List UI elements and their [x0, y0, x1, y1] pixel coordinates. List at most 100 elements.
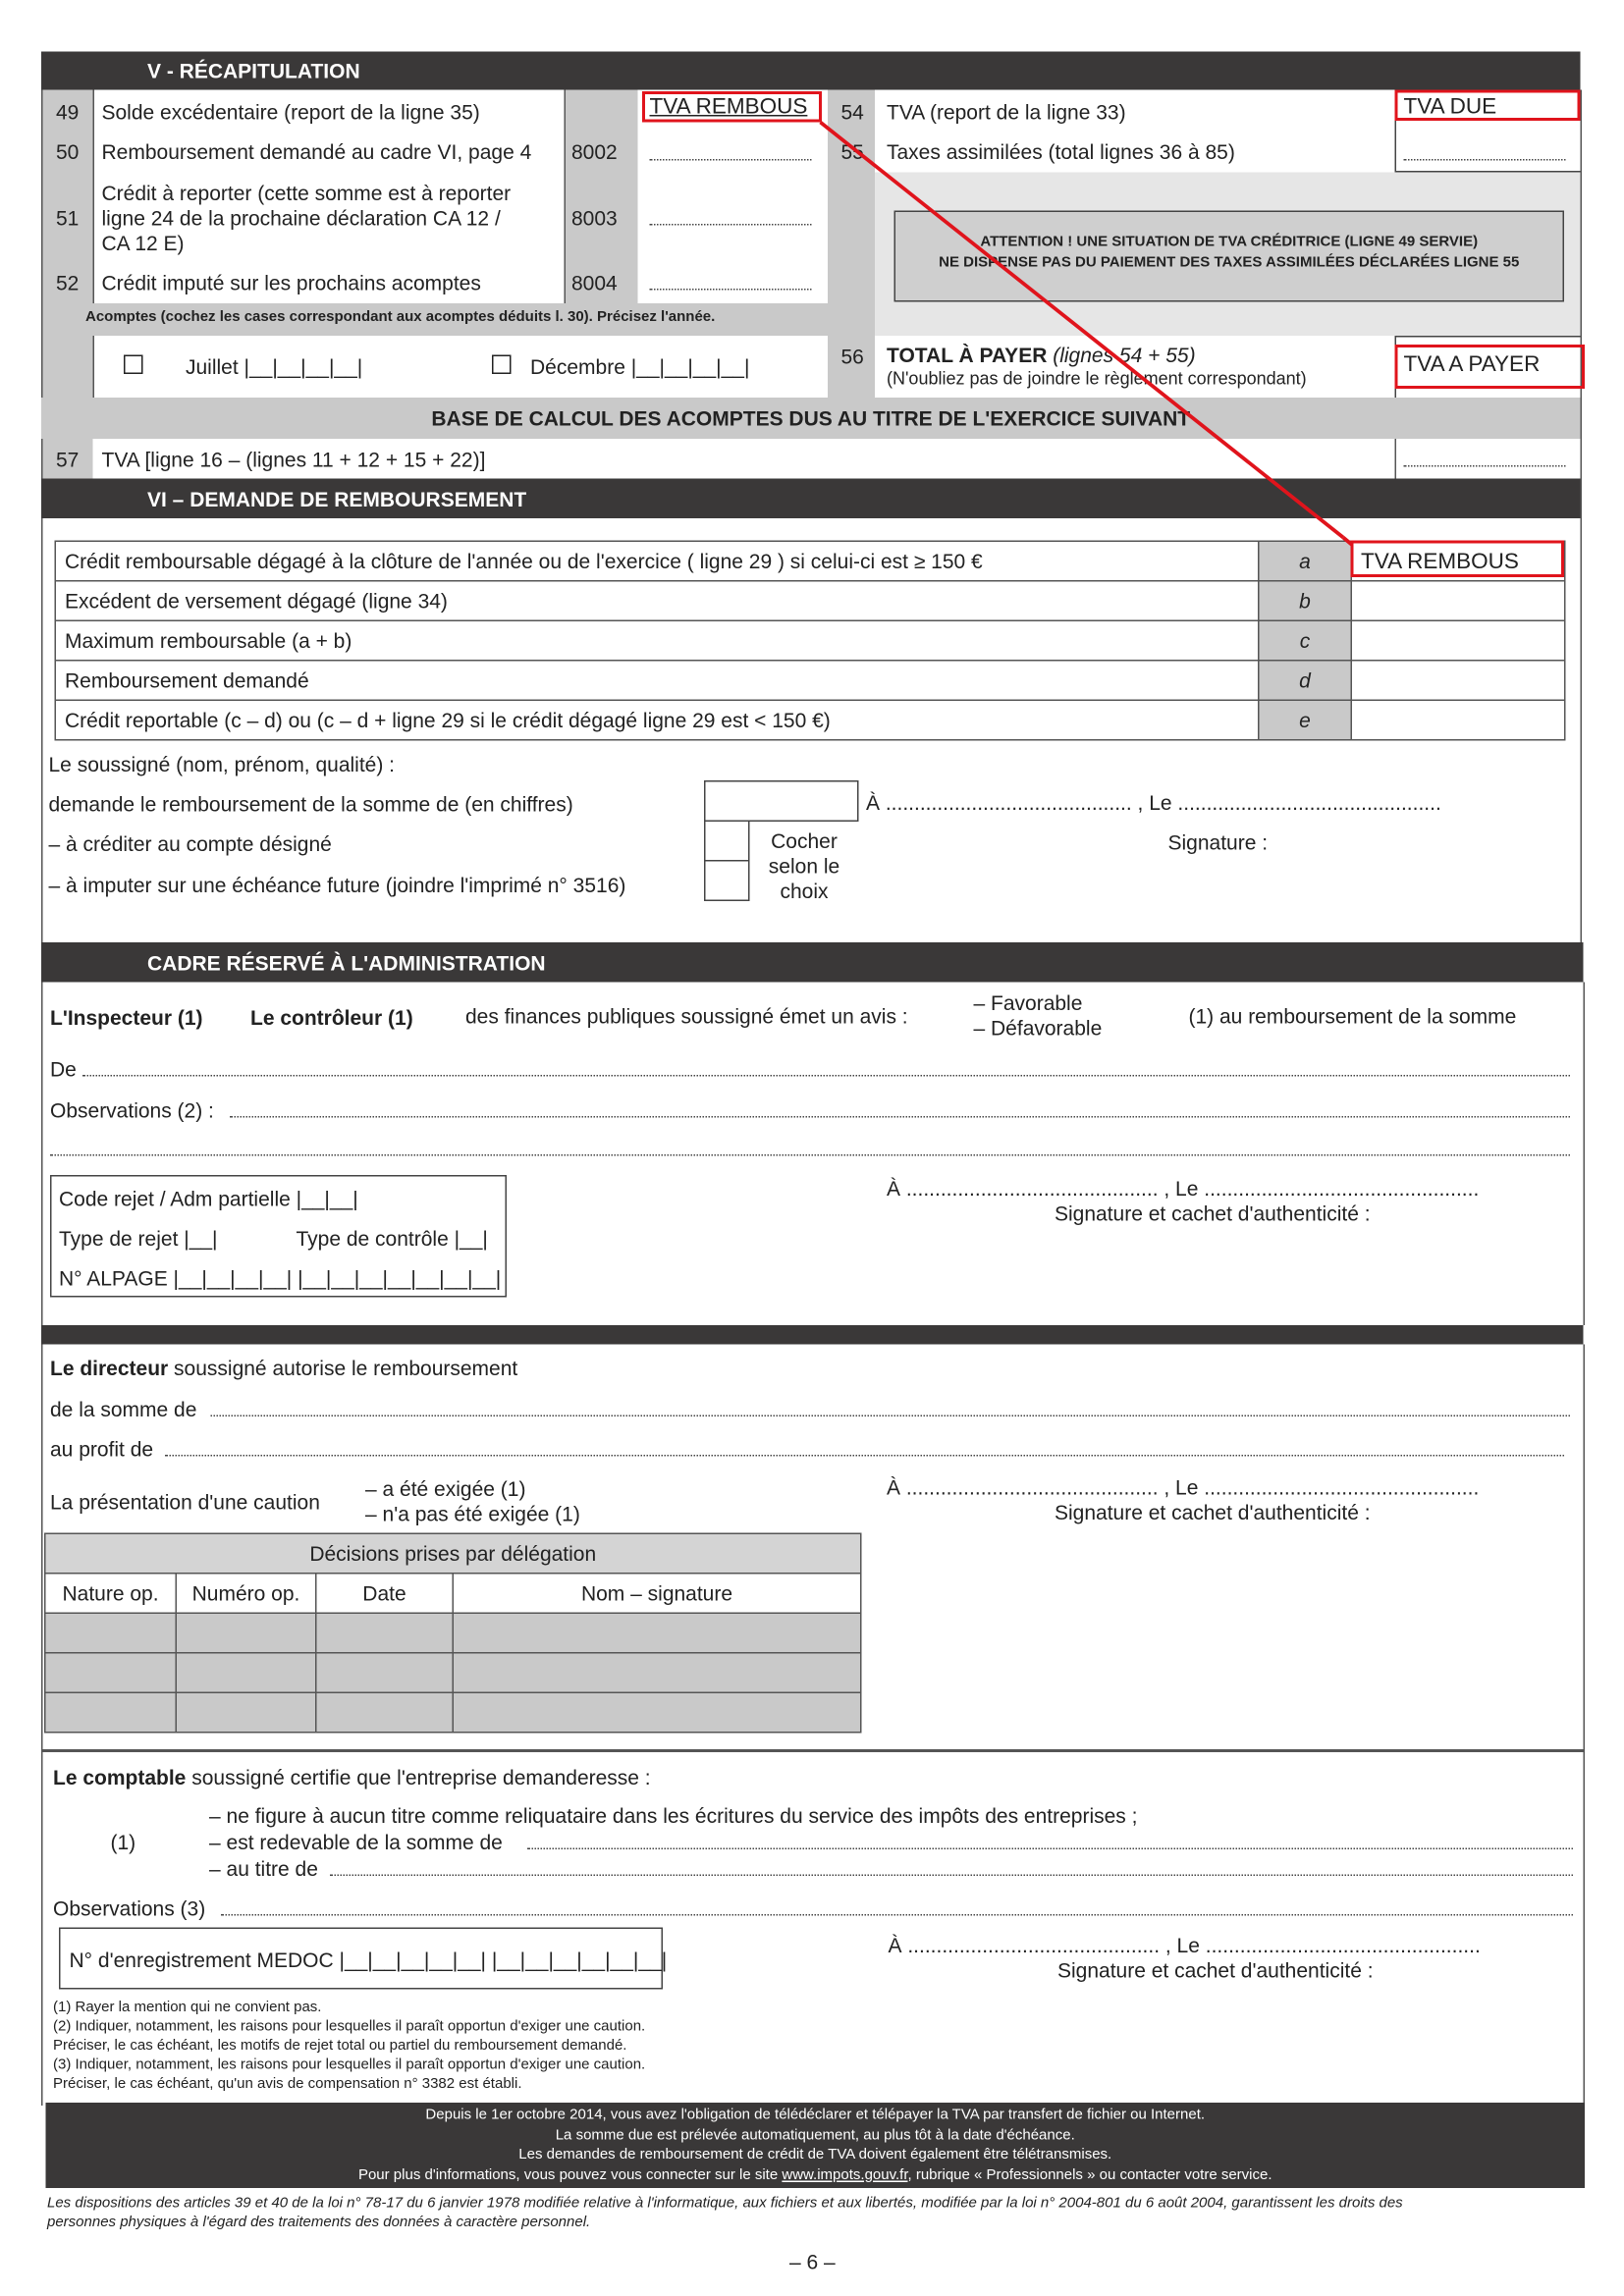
somme-input[interactable]: [704, 780, 859, 822]
alpage-field[interactable]: N° ALPAGE |__|__|__|__| |__|__|__|__|__|…: [59, 1266, 502, 1290]
decembre-field[interactable]: Décembre |__|__|__|__|: [530, 354, 750, 379]
line-number: 50: [56, 139, 80, 164]
inspecteur-label: L'Inspecteur (1): [50, 1005, 203, 1030]
non-exigee-option: – n'a pas été exigée (1): [365, 1502, 580, 1525]
comptable-item: – est redevable de la somme de: [209, 1830, 503, 1854]
cell[interactable]: [175, 1691, 317, 1734]
checkbox-icon: [492, 354, 512, 374]
type-rejet-field[interactable]: Type de rejet |__|: [59, 1226, 218, 1251]
imputer-checkbox[interactable]: [704, 860, 750, 901]
total-value[interactable]: TVA A PAYER: [1403, 351, 1541, 378]
titre-field[interactable]: [330, 1874, 1573, 1876]
attention-line: ATTENTION ! UNE SITUATION DE TVA CRÉDITR…: [980, 234, 1479, 251]
info-banner: Depuis le 1er octobre 2014, vous avez l'…: [45, 2103, 1586, 2188]
annotation-box-line49: [642, 91, 822, 123]
directeur-heading: Le directeur soussigné autorise le rembo…: [50, 1357, 517, 1380]
line-49-value[interactable]: TVA REMBOUS: [649, 94, 808, 120]
directeur-text: soussigné autorise le remboursement: [174, 1356, 518, 1380]
banner-line: Les demandes de remboursement de crédit …: [518, 2147, 1112, 2163]
redevable-field[interactable]: [527, 1847, 1573, 1849]
observations-field-2[interactable]: [50, 1154, 1570, 1156]
signature-label: Signature et cachet d'authenticité :: [1055, 1500, 1371, 1524]
remb-somme-label: (1) au remboursement de la somme: [1188, 1004, 1517, 1028]
line-57-value[interactable]: [1403, 465, 1566, 467]
table-row: Excédent de versement dégagé (ligne 34) b: [54, 580, 1566, 621]
acomptes-note: Acomptes (cochez les cases correspondant…: [85, 309, 716, 326]
total-label: TOTAL À PAYER: [887, 343, 1048, 367]
caution-label: La présentation d'une caution: [50, 1490, 320, 1514]
footnote: Préciser, le cas échéant, qu'un avis de …: [53, 2076, 522, 2093]
banner-line: La somme due est prélevée automatiquemen…: [555, 2126, 1075, 2144]
acomptes-bar: Acomptes (cochez les cases correspondant…: [42, 303, 828, 336]
line-52-value[interactable]: [649, 289, 812, 291]
banner-text: Pour plus d'informations, vous pouvez vo…: [357, 2166, 783, 2183]
cell[interactable]: [452, 1691, 862, 1734]
page-number: – 6 –: [789, 2250, 836, 2273]
decisions-title: Décisions prises par délégation: [44, 1532, 862, 1575]
de-field[interactable]: [82, 1075, 1570, 1077]
line-label: Crédit imputé sur les prochains acomptes: [101, 271, 481, 294]
base-calcul-title: BASE DE CALCUL DES ACOMPTES DUS AU TITRE…: [431, 406, 1191, 430]
juillet-checkbox[interactable]: [124, 353, 143, 377]
impots-link[interactable]: www.impots.gouv.fr: [782, 2166, 908, 2183]
line-number: 52: [56, 271, 80, 294]
table-row: [44, 1652, 862, 1693]
decembre-checkbox[interactable]: [492, 353, 512, 377]
footnote: (3) Indiquer, notamment, les raisons pou…: [53, 2056, 646, 2074]
lieu-date-field[interactable]: À ......................................…: [888, 1933, 1481, 1957]
lieu-date-field[interactable]: À ......................................…: [887, 1475, 1480, 1499]
observations-field[interactable]: [221, 1914, 1573, 1916]
code-rejet-field[interactable]: Code rejet / Adm partielle |__|__|: [59, 1187, 358, 1210]
banner-line: Pour plus d'informations, vous pouvez vo…: [46, 2165, 1586, 2185]
profit-field[interactable]: [165, 1455, 1564, 1457]
comptable-item: – au titre de: [209, 1856, 318, 1881]
attention-line: NE DISPENSE PAS DU PAIEMENT DES TAXES AS…: [939, 254, 1520, 272]
medoc-field[interactable]: N° d'enregistrement MEDOC |__|__|__|__|_…: [69, 1948, 668, 1972]
total-note: (N'oubliez pas de joindre le règlement c…: [887, 368, 1307, 389]
demande-label: demande le remboursement de la somme de …: [48, 792, 573, 816]
line-label: Remboursement demandé au cadre VI, page …: [101, 139, 532, 164]
line-number: 55: [840, 139, 864, 164]
decisions-table: Décisions prises par délégation Nature o…: [44, 1532, 862, 1734]
cell[interactable]: [44, 1691, 177, 1734]
line-51-value[interactable]: [649, 224, 812, 226]
footnotes: (1) Rayer la mention qui ne convient pas…: [53, 1999, 645, 2095]
cocher-note: Cocher selon le choix: [751, 829, 857, 905]
row-value[interactable]: [1350, 619, 1566, 662]
type-controle-field[interactable]: Type de contrôle |__|: [296, 1226, 488, 1251]
legal-line: personnes physiques à l'égard des traite…: [47, 2215, 591, 2231]
line-label: TVA (report de la ligne 33): [887, 100, 1126, 124]
somme-label: de la somme de: [50, 1397, 197, 1421]
annotation-box-total: [1394, 345, 1585, 389]
exigee-option: – a été exigée (1): [365, 1476, 526, 1501]
footnote: Préciser, le cas échéant, les motifs de …: [53, 2038, 627, 2055]
juillet-field[interactable]: Juillet |__|__|__|__|: [186, 354, 363, 379]
lieu-date-field[interactable]: À ......................................…: [887, 1176, 1480, 1201]
row-value[interactable]: [1350, 699, 1566, 741]
checkbox-icon: [124, 354, 143, 374]
line-55-value[interactable]: [1403, 159, 1566, 161]
de-label: De: [50, 1057, 77, 1081]
controleur-label: Le contrôleur (1): [250, 1005, 413, 1030]
row-label: Excédent de versement dégagé (ligne 34): [54, 580, 1260, 621]
profit-label: au profit de: [50, 1437, 154, 1461]
section-vi-header: VI – DEMANDE DE REMBOURSEMENT: [41, 478, 1581, 518]
line-50-value[interactable]: [649, 159, 812, 161]
somme-field[interactable]: [210, 1415, 1570, 1416]
cell[interactable]: [315, 1691, 454, 1734]
medoc-box: N° d'enregistrement MEDOC |__|__|__|__|_…: [59, 1927, 667, 1990]
row-letter: a: [1258, 540, 1352, 582]
signature-label: Signature et cachet d'authenticité :: [1055, 1201, 1371, 1225]
lieu-date-field[interactable]: À ......................................…: [866, 790, 1441, 815]
section-vi-title: VI – DEMANDE DE REMBOURSEMENT: [147, 487, 527, 511]
observations-label: Observations (3): [53, 1896, 206, 1920]
line-number: 49: [56, 100, 80, 124]
section-v-title: V - RÉCAPITULATION: [147, 59, 360, 82]
line-54-value[interactable]: TVA DUE: [1403, 94, 1497, 120]
directeur-bold: Le directeur: [50, 1356, 169, 1380]
observations-field[interactable]: [230, 1116, 1570, 1118]
line-code: 8002: [571, 139, 618, 164]
comptable-marker: (1): [110, 1830, 136, 1854]
row-letter: e: [1258, 699, 1352, 741]
